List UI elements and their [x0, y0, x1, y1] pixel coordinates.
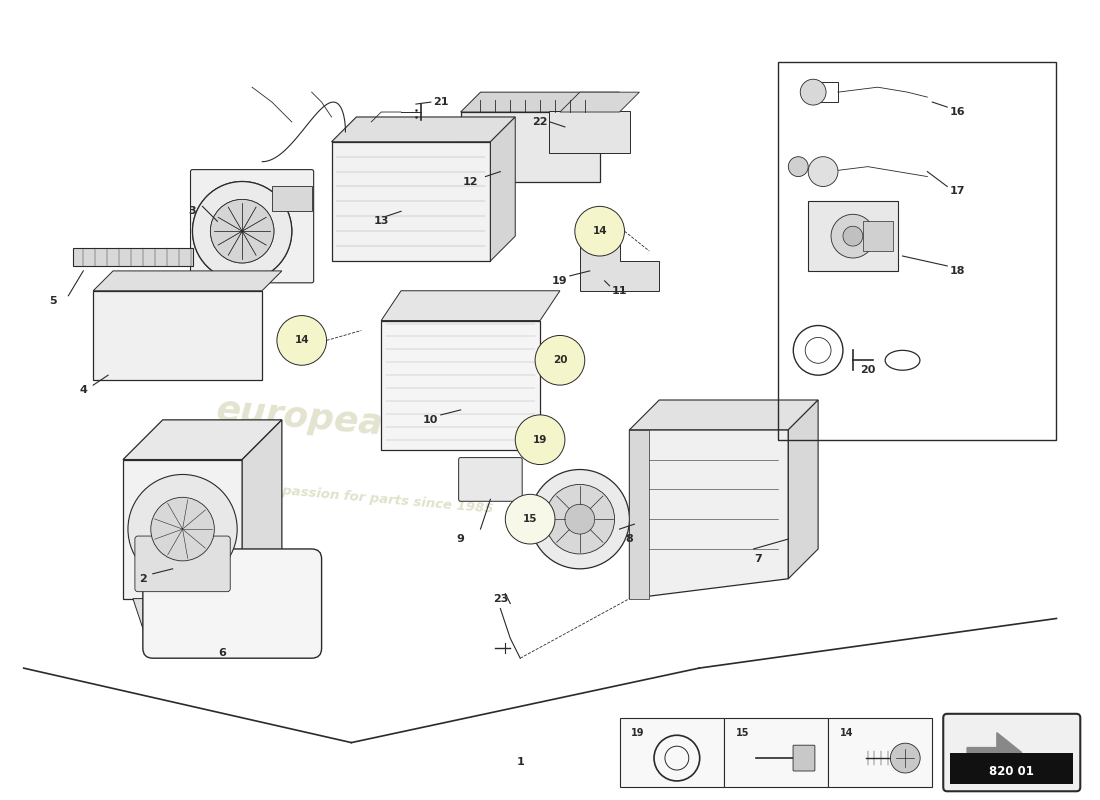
Text: 23: 23	[493, 594, 508, 604]
Text: 11: 11	[612, 286, 627, 296]
FancyBboxPatch shape	[461, 112, 600, 182]
Circle shape	[277, 315, 327, 366]
Polygon shape	[629, 430, 649, 598]
FancyBboxPatch shape	[331, 142, 491, 261]
FancyBboxPatch shape	[793, 745, 815, 771]
Text: 15: 15	[522, 514, 538, 524]
Text: 7: 7	[755, 554, 762, 564]
FancyBboxPatch shape	[619, 718, 724, 787]
Text: 20: 20	[552, 355, 568, 366]
Circle shape	[801, 79, 826, 105]
Polygon shape	[629, 400, 818, 430]
FancyBboxPatch shape	[190, 170, 314, 283]
Text: 20: 20	[860, 366, 876, 375]
Circle shape	[890, 743, 921, 773]
Polygon shape	[242, 420, 282, 598]
Polygon shape	[382, 290, 560, 321]
Circle shape	[789, 157, 808, 177]
Circle shape	[210, 199, 274, 263]
Text: 13: 13	[374, 216, 389, 226]
Circle shape	[151, 498, 214, 561]
Text: 14: 14	[840, 728, 854, 738]
FancyBboxPatch shape	[74, 248, 192, 266]
Circle shape	[535, 335, 585, 385]
FancyBboxPatch shape	[724, 718, 828, 787]
Circle shape	[505, 494, 556, 544]
Polygon shape	[123, 420, 282, 459]
Text: 14: 14	[592, 226, 607, 236]
FancyBboxPatch shape	[135, 536, 230, 592]
Text: 17: 17	[949, 186, 965, 197]
Polygon shape	[461, 92, 619, 112]
Circle shape	[830, 214, 874, 258]
Polygon shape	[491, 117, 515, 261]
FancyBboxPatch shape	[862, 222, 892, 251]
FancyBboxPatch shape	[828, 718, 933, 787]
Circle shape	[515, 415, 565, 465]
Text: europeares: europeares	[214, 393, 449, 447]
Circle shape	[192, 182, 292, 281]
Text: 19: 19	[552, 276, 568, 286]
Text: 3: 3	[189, 206, 196, 216]
Text: a passion for parts since 1985: a passion for parts since 1985	[268, 483, 494, 516]
Polygon shape	[967, 733, 1022, 772]
Text: 1: 1	[516, 758, 524, 767]
Text: 15: 15	[736, 728, 749, 738]
FancyBboxPatch shape	[382, 321, 540, 450]
Circle shape	[843, 226, 862, 246]
FancyBboxPatch shape	[808, 202, 898, 271]
Circle shape	[192, 182, 292, 281]
Circle shape	[128, 474, 238, 584]
FancyBboxPatch shape	[950, 753, 1074, 784]
Text: 5: 5	[50, 296, 57, 306]
Text: 19: 19	[631, 728, 645, 738]
Polygon shape	[133, 598, 232, 629]
Text: 10: 10	[424, 415, 439, 425]
FancyBboxPatch shape	[272, 186, 311, 211]
Text: 12: 12	[463, 177, 478, 186]
Polygon shape	[560, 92, 639, 112]
Polygon shape	[94, 271, 282, 290]
Text: 4: 4	[79, 385, 87, 395]
Polygon shape	[331, 117, 515, 142]
Text: 22: 22	[532, 117, 548, 127]
Text: 8: 8	[626, 534, 634, 544]
Circle shape	[808, 157, 838, 186]
FancyBboxPatch shape	[94, 290, 262, 380]
Circle shape	[530, 470, 629, 569]
Text: 6: 6	[219, 648, 227, 658]
Polygon shape	[580, 241, 659, 290]
Text: 21: 21	[433, 97, 449, 107]
Text: 16: 16	[949, 107, 965, 117]
Circle shape	[544, 485, 615, 554]
Polygon shape	[789, 400, 818, 578]
Text: 820 01: 820 01	[989, 766, 1034, 778]
Text: 19: 19	[532, 434, 548, 445]
Circle shape	[210, 199, 274, 263]
Polygon shape	[629, 430, 789, 598]
Circle shape	[575, 206, 625, 256]
Circle shape	[565, 504, 595, 534]
FancyBboxPatch shape	[549, 111, 630, 153]
Polygon shape	[123, 459, 242, 598]
FancyBboxPatch shape	[459, 458, 522, 502]
Text: 9: 9	[456, 534, 464, 544]
Text: 14: 14	[295, 335, 309, 346]
FancyBboxPatch shape	[943, 714, 1080, 791]
FancyBboxPatch shape	[143, 549, 321, 658]
Text: 2: 2	[139, 574, 146, 584]
Text: 18: 18	[949, 266, 965, 276]
